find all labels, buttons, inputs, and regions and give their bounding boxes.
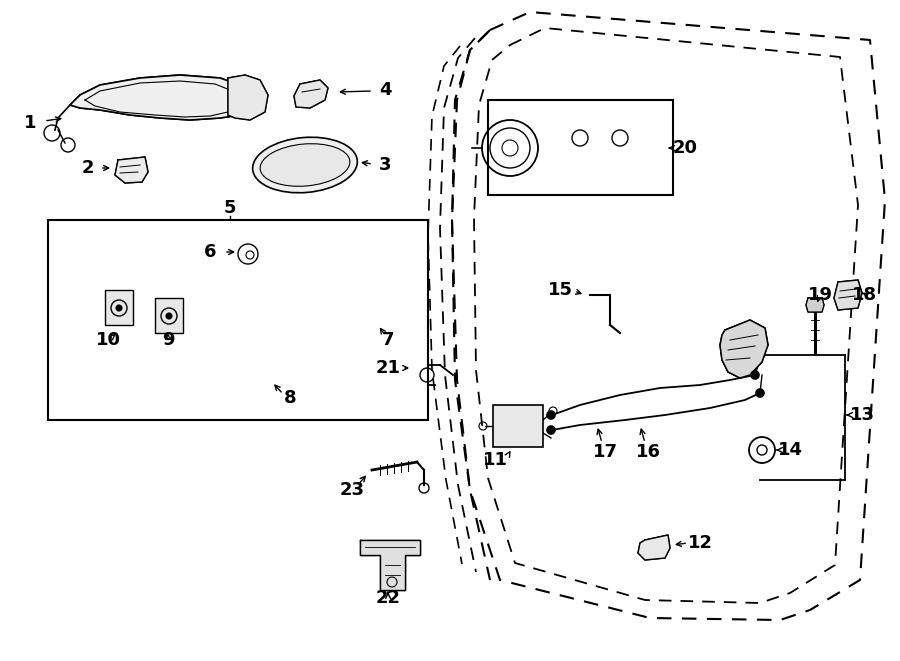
Text: 1: 1 xyxy=(23,114,36,132)
Text: 2: 2 xyxy=(82,159,94,177)
Text: 9: 9 xyxy=(162,331,175,349)
Circle shape xyxy=(756,389,764,397)
Bar xyxy=(155,298,183,333)
Polygon shape xyxy=(365,320,385,336)
Polygon shape xyxy=(294,80,328,108)
Text: 17: 17 xyxy=(592,443,617,461)
Circle shape xyxy=(547,426,555,434)
Text: 22: 22 xyxy=(375,589,401,607)
Polygon shape xyxy=(720,320,768,378)
Polygon shape xyxy=(115,157,148,183)
Ellipse shape xyxy=(260,143,350,186)
Bar xyxy=(488,100,673,195)
Circle shape xyxy=(116,305,122,311)
Text: 5: 5 xyxy=(224,199,236,217)
Ellipse shape xyxy=(253,137,357,193)
Polygon shape xyxy=(180,258,315,325)
Bar xyxy=(48,220,428,420)
Text: 10: 10 xyxy=(95,331,121,349)
Circle shape xyxy=(166,313,172,319)
Polygon shape xyxy=(360,540,420,590)
Polygon shape xyxy=(220,255,345,280)
Polygon shape xyxy=(806,298,824,312)
Polygon shape xyxy=(70,75,245,120)
Text: 14: 14 xyxy=(778,441,803,459)
Bar xyxy=(493,405,543,447)
Circle shape xyxy=(547,411,555,419)
Polygon shape xyxy=(228,75,268,120)
Text: 16: 16 xyxy=(635,443,661,461)
Bar xyxy=(105,290,133,325)
Polygon shape xyxy=(834,280,862,310)
Text: 11: 11 xyxy=(482,451,508,469)
Text: 3: 3 xyxy=(379,156,392,174)
Circle shape xyxy=(751,371,759,379)
Text: 8: 8 xyxy=(284,389,296,407)
Text: 18: 18 xyxy=(852,286,878,304)
Polygon shape xyxy=(180,305,218,368)
Text: 12: 12 xyxy=(688,534,713,552)
Text: 21: 21 xyxy=(375,359,401,377)
Text: 15: 15 xyxy=(547,281,572,299)
Text: 23: 23 xyxy=(339,481,365,499)
Text: 4: 4 xyxy=(379,81,392,99)
Text: 19: 19 xyxy=(807,286,833,304)
Polygon shape xyxy=(638,535,670,560)
Text: 20: 20 xyxy=(672,139,698,157)
Text: 7: 7 xyxy=(382,331,394,349)
Polygon shape xyxy=(260,362,280,378)
Text: 6: 6 xyxy=(203,243,216,261)
Text: 13: 13 xyxy=(850,406,875,424)
